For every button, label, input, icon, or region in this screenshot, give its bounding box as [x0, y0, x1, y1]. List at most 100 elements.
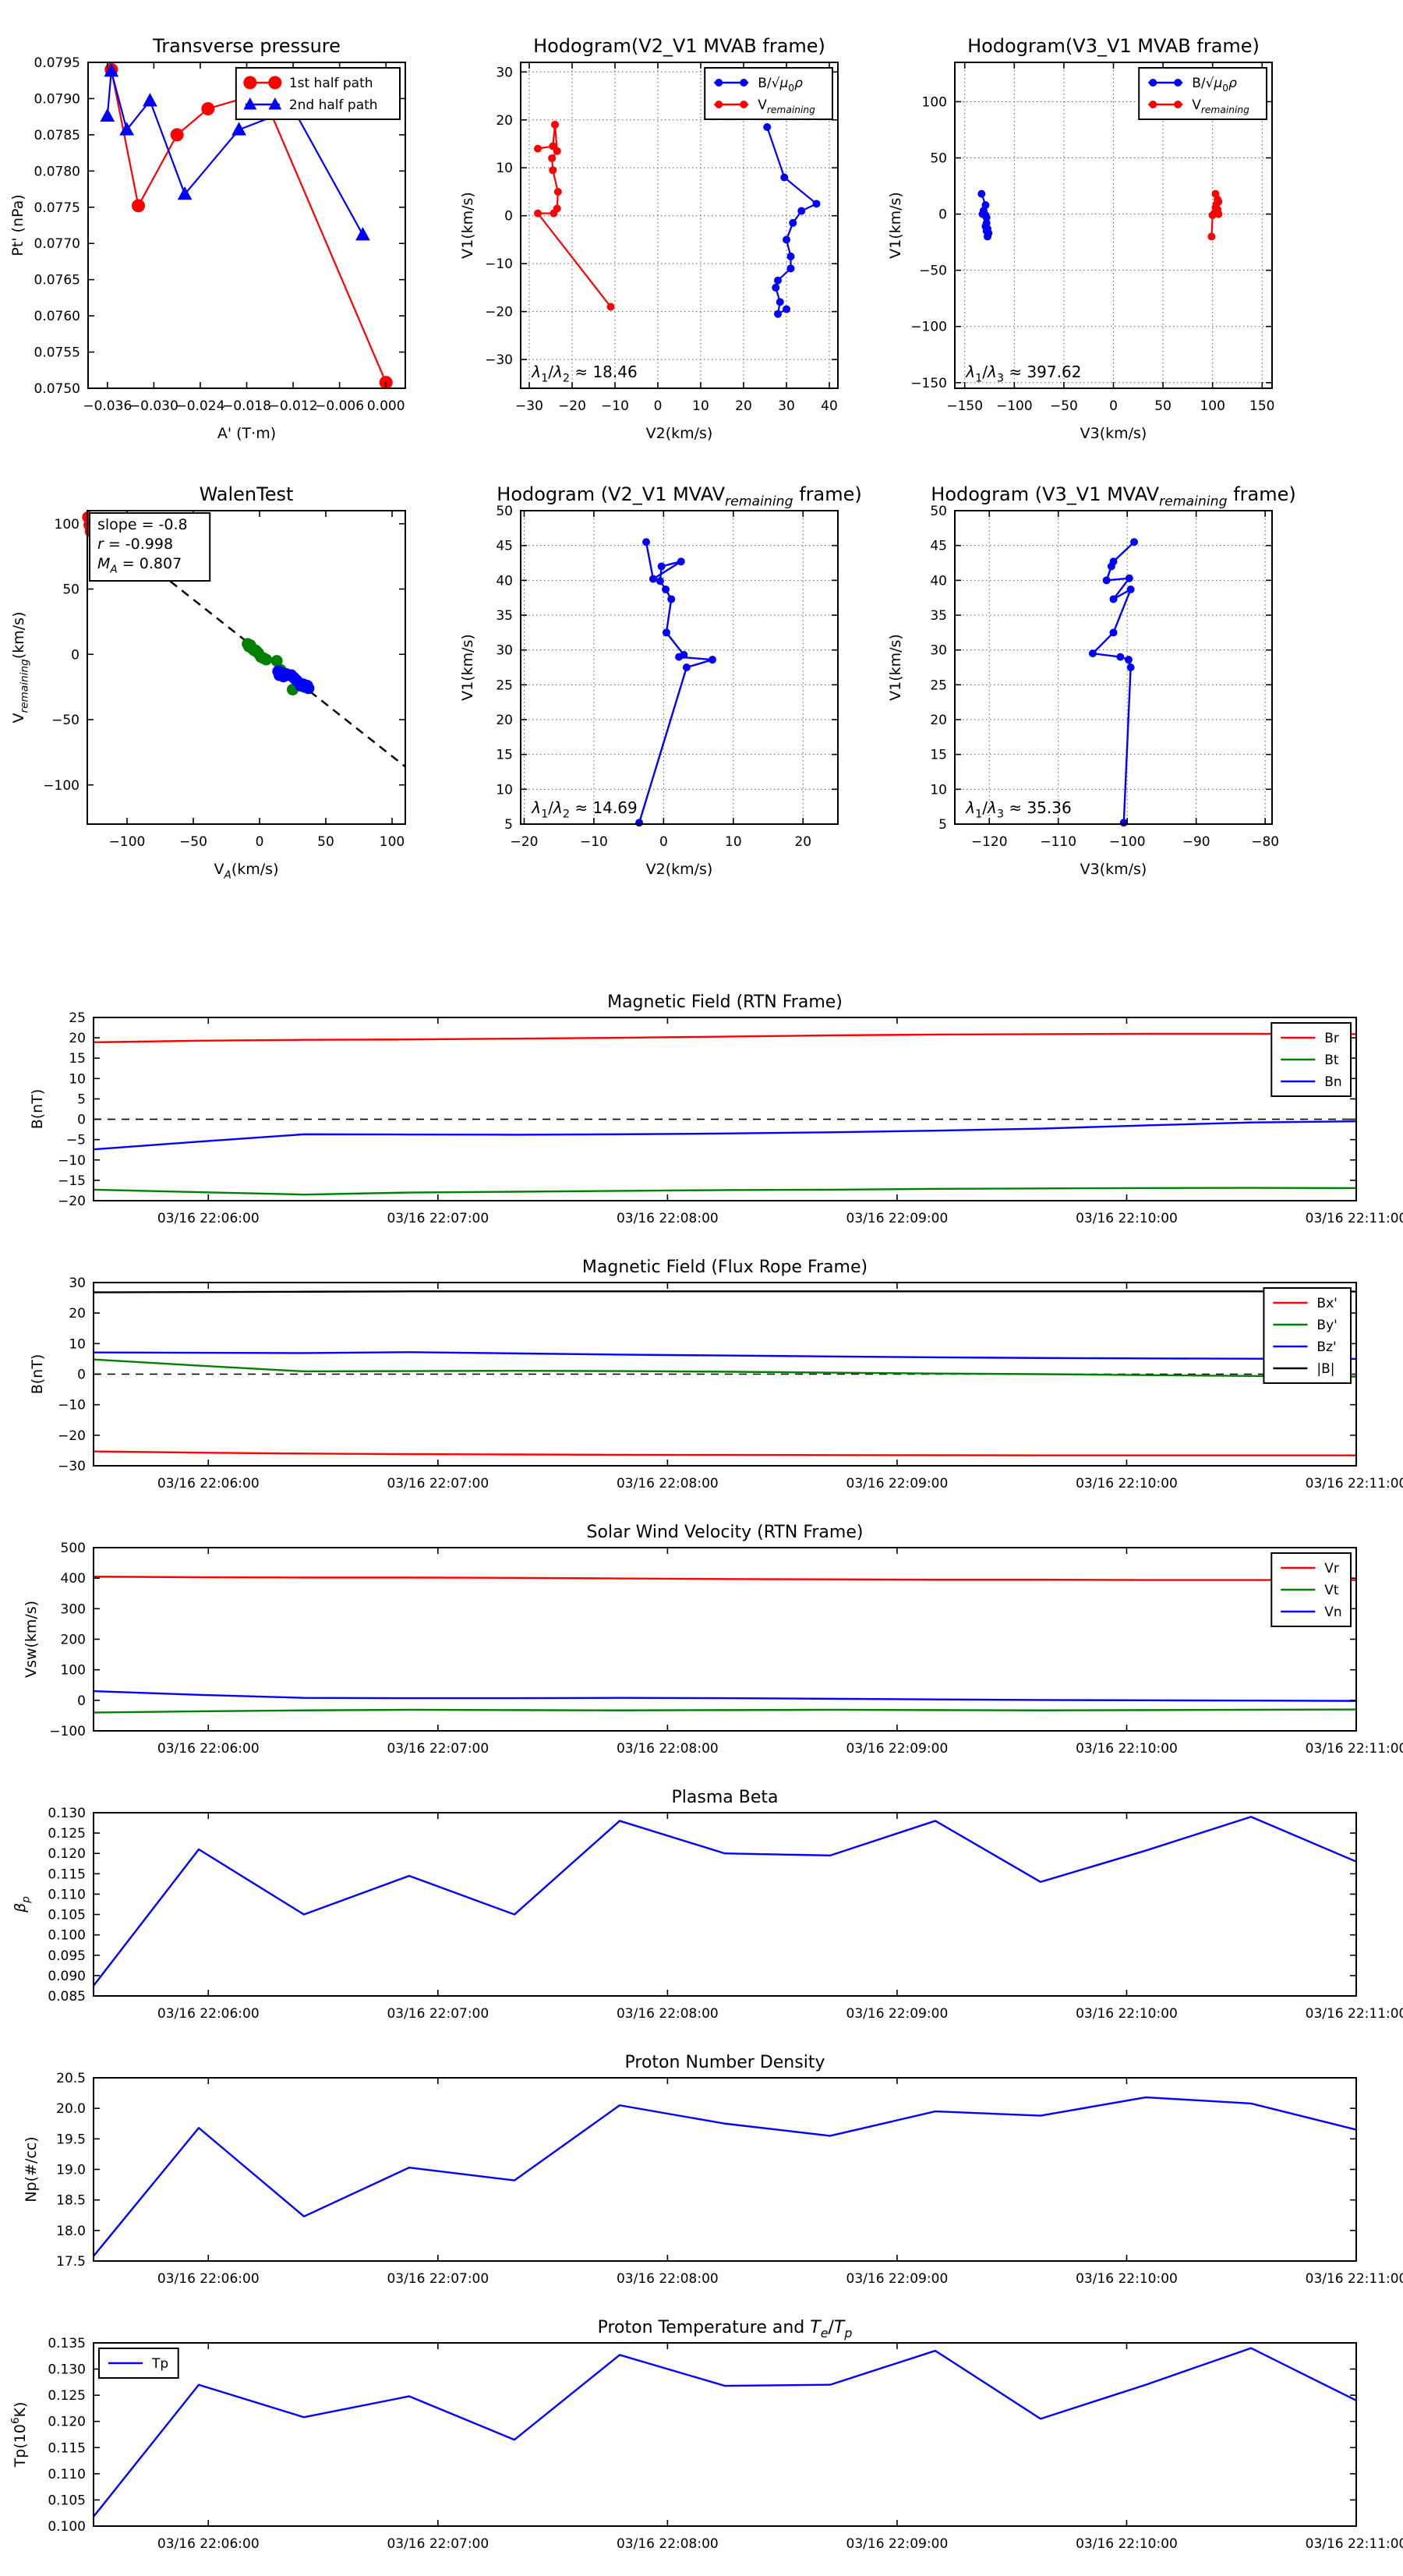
x-tick-label: 03/16 22:09:00 [846, 2006, 949, 2022]
series-Vt [93, 1708, 1357, 1714]
y-tick-label: 0.105 [48, 2493, 86, 2508]
x-tick-label: −0.036 [83, 398, 132, 414]
chart-hodogram-v3v1-mvab: −150 −100 −50 0 50 100 150 −150 −100 −50 0 50 100 Hod… [887, 35, 1275, 442]
chart-title: Hodogram(V3_V1 MVAB frame) [967, 35, 1260, 57]
x-tick-label: −50 [179, 834, 207, 850]
series-Np [93, 2096, 1357, 2257]
point-marker [642, 538, 651, 547]
series-Bz-prime [93, 1351, 1357, 1361]
y-axis-label: B(nT) [29, 1089, 46, 1130]
legend-label: Vremaining [758, 97, 815, 115]
legend-label: Vr [1324, 1561, 1339, 1576]
x-tick-label: 03/16 22:10:00 [1076, 2006, 1178, 2022]
y-axis-label: Tp(106K) [9, 2402, 29, 2468]
y-tick-label: 5 [504, 817, 513, 833]
x-tick-label: −50 [1050, 398, 1078, 414]
x-tick-label: 03/16 22:07:00 [387, 1211, 489, 1226]
point-marker [812, 200, 821, 208]
triangle-marker [100, 108, 115, 122]
y-tick-label: −10 [485, 257, 513, 272]
point-marker [662, 628, 670, 637]
y-tick-label: 0.130 [48, 2362, 86, 2378]
x-tick-label: −0.030 [129, 398, 178, 414]
point-marker [786, 264, 795, 273]
point-marker [780, 173, 789, 182]
chart-hodogram-v2v1-mvab: −30 −20 −10 0 10 20 30 40 −30 −20 −10 0 10 20 30 Hodogr… [459, 35, 839, 442]
x-tick-label: −10 [601, 398, 629, 414]
axes-box [954, 510, 1273, 825]
x-tick-label: 03/16 22:07:00 [387, 2006, 489, 2022]
point-marker [667, 595, 676, 603]
x-tick-label: 0 [659, 834, 668, 850]
x-tick-label: 03/16 22:08:00 [617, 1476, 719, 1491]
y-tick-label: 10 [69, 1071, 86, 1087]
markers-b-alfven [977, 189, 993, 241]
point-marker [715, 101, 723, 108]
x-tick-label: −30 [515, 398, 543, 414]
x-tick-label: −100 [1109, 834, 1146, 850]
y-tick-label: 10 [496, 782, 513, 798]
x-tick-label: 03/16 22:06:00 [157, 2271, 260, 2287]
chart-title: Transverse pressure [152, 35, 341, 57]
x-tick-label: 03/16 22:11:00 [1306, 2271, 1403, 2287]
y-tick-label: 0.110 [48, 1887, 86, 1902]
legend-label: Bt [1324, 1053, 1339, 1068]
lambda-ratio-annotation: λ1/λ2 ≈ 14.69 [531, 798, 637, 821]
y-tick-label: 0.0765 [34, 273, 80, 288]
chart-title: Proton Number Density [625, 2053, 825, 2072]
x-tick-label: 03/16 22:09:00 [846, 2536, 949, 2552]
x-axis-label: V3(km/s) [1080, 425, 1147, 442]
x-tick-label: 03/16 22:08:00 [617, 1741, 719, 1757]
y-tick-label: 50 [930, 151, 947, 167]
markers-blue-points [272, 665, 315, 695]
chart-proton-density: 03/16 22:06:00 03/16 22:07:00 03/16 22:08:… [23, 2053, 1403, 2287]
lambda-ratio-annotation: λ1/λ3 ≈ 397.62 [965, 363, 1081, 385]
y-tick-label: 35 [930, 608, 947, 624]
chart-proton-temperature: 03/16 22:06:00 03/16 22:07:00 03/16 22:08:… [9, 2318, 1403, 2552]
y-tick-label: 0.130 [48, 1806, 86, 1821]
x-tick-label: 100 [1200, 398, 1225, 414]
chart-plasma-beta: 03/16 22:06:00 03/16 22:07:00 03/16 22:08:… [12, 1788, 1403, 2022]
y-tick-label: 20 [496, 113, 513, 129]
series-Bt [93, 1187, 1357, 1196]
y-tick-label: 200 [61, 1633, 86, 1648]
x-tick-label: −20 [511, 834, 539, 850]
x-tick-label: −0.018 [222, 398, 271, 414]
y-tick-label: 0.135 [48, 2336, 86, 2351]
x-tick-label: 03/16 22:06:00 [157, 1741, 260, 1757]
x-axis-label: V3(km/s) [1080, 861, 1147, 878]
chart-title: Proton Temperature and Te/Tp [598, 2318, 853, 2341]
legend-label: Vt [1324, 1583, 1339, 1598]
triangle-marker [231, 122, 246, 136]
y-tick-label: 10 [496, 161, 513, 176]
point-marker [1119, 819, 1128, 827]
legend-label: B/√μ0ρ [1192, 76, 1237, 94]
point-marker [243, 76, 257, 90]
x-tick-label: −100 [996, 398, 1033, 414]
lambda-ratio-annotation: λ1/λ2 ≈ 18.46 [531, 363, 637, 385]
point-marker [551, 120, 559, 129]
chart-title: Hodogram (V2_V1 MVAVremaining frame) [497, 483, 861, 510]
x-tick-label: 03/16 22:09:00 [846, 2271, 949, 2287]
y-tick-label: 30 [496, 643, 513, 659]
y-tick-label: 19.0 [56, 2163, 86, 2178]
point-marker [1088, 649, 1097, 658]
point-marker [774, 276, 782, 285]
x-tick-label: −90 [1182, 834, 1210, 850]
y-tick-label: −150 [910, 376, 947, 391]
y-tick-label: 0.0775 [34, 200, 80, 216]
x-axis-label: A' (T·m) [217, 425, 276, 442]
x-tick-label: 50 [1154, 398, 1172, 414]
series-beta-p [93, 1816, 1357, 1987]
y-tick-label: 25 [930, 678, 947, 693]
point-marker [635, 819, 644, 827]
x-tick-label: −10 [580, 834, 608, 850]
point-marker [1116, 653, 1125, 661]
point-marker [677, 557, 685, 566]
triangle-marker [355, 227, 370, 241]
point-marker [302, 682, 315, 695]
x-tick-label: −0.012 [269, 398, 318, 414]
x-tick-label: 03/16 22:11:00 [1306, 1211, 1403, 1226]
stats-box-line: r = -0.998 [97, 536, 173, 553]
y-tick-label: 500 [61, 1541, 86, 1556]
